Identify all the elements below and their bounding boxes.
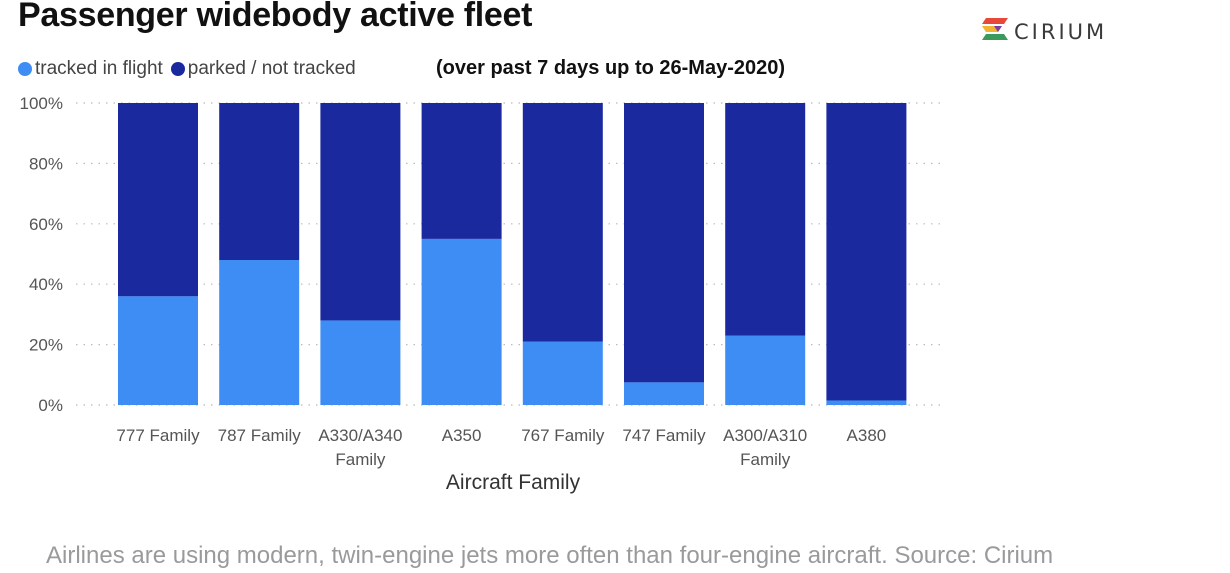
x-tick-label-line: Family — [335, 450, 386, 469]
x-tick-label: 767 Family — [521, 426, 605, 445]
chart-title: Passenger widebody active fleet — [18, 0, 533, 34]
bar-tracked — [522, 341, 603, 405]
y-tick-label: 40% — [29, 275, 63, 294]
bar-parked — [522, 103, 603, 342]
bar-tracked — [725, 335, 806, 405]
bar-tracked — [320, 320, 401, 405]
x-tick-label: A330/A340 Family — [318, 426, 402, 469]
legend-swatch-tracked — [18, 62, 32, 76]
bar-parked — [118, 103, 198, 297]
x-tick-label: A350 — [442, 426, 482, 445]
x-tick-label: A380 — [847, 426, 887, 445]
bar-parked — [320, 103, 401, 321]
bars — [118, 103, 907, 405]
x-axis-ticks: 777 Family 787 Family A330/A340 Family A350 7… — [116, 426, 886, 469]
image-caption: Airlines are using modern, twin-engine j… — [46, 542, 1054, 569]
x-tick-label-line: A330/A340 — [318, 426, 402, 445]
chart-subtitle: (over past 7 days up to 26-May-2020) — [436, 57, 786, 79]
y-tick-label: 80% — [29, 154, 63, 173]
x-tick-label-line: 777 Family — [116, 426, 200, 445]
x-tick-label-line: 787 Family — [218, 426, 302, 445]
legend-item-tracked: tracked in flight — [18, 58, 163, 80]
x-tick-label: 777 Family — [116, 426, 200, 445]
cirium-logo: CIRIUM — [982, 14, 1107, 44]
x-tick-label: 747 Family — [622, 426, 706, 445]
legend-label-tracked: tracked in flight — [35, 58, 163, 79]
x-tick-label-line: 747 Family — [622, 426, 706, 445]
bar-tracked — [624, 382, 704, 405]
y-tick-label: 20% — [29, 336, 63, 355]
x-tick-label-line: 767 Family — [521, 426, 605, 445]
x-tick-label-line: A350 — [442, 426, 482, 445]
gridlines — [76, 102, 942, 406]
y-tick-label: 100% — [20, 94, 63, 113]
x-tick-label-line: A380 — [847, 426, 887, 445]
y-tick-label: 0% — [38, 396, 63, 415]
bar-parked — [826, 103, 907, 401]
bar-parked — [725, 103, 806, 336]
legend-item-parked: parked / not tracked — [170, 58, 356, 80]
bar-parked — [219, 103, 300, 261]
cirium-logo-icon — [982, 18, 1008, 40]
y-tick-label: 60% — [29, 215, 63, 234]
bar-tracked — [118, 296, 198, 405]
x-tick-label: 787 Family — [218, 426, 302, 445]
x-tick-label-line: Family — [740, 450, 791, 469]
x-tick-label-line: A300/A310 — [723, 426, 807, 445]
legend: tracked in flight parked / not tracked — [18, 58, 364, 80]
bar-tracked — [421, 238, 502, 405]
bar-tracked — [826, 400, 907, 405]
x-axis-label: Aircraft Family — [446, 471, 581, 494]
stacked-bar-chart: 0% 20% 40% 60% 80% 100% 777 Family 787 Family A… — [20, 94, 942, 494]
legend-label-parked: parked / not tracked — [187, 58, 356, 79]
bar-parked — [624, 103, 704, 383]
y-axis-ticks: 0% 20% 40% 60% 80% 100% — [20, 94, 63, 415]
legend-swatch-parked — [170, 62, 185, 76]
bar-tracked — [219, 260, 300, 405]
cirium-logo-text: CIRIUM — [1014, 20, 1108, 44]
x-tick-label: A300/A310 Family — [723, 426, 807, 469]
bar-parked — [421, 103, 502, 239]
